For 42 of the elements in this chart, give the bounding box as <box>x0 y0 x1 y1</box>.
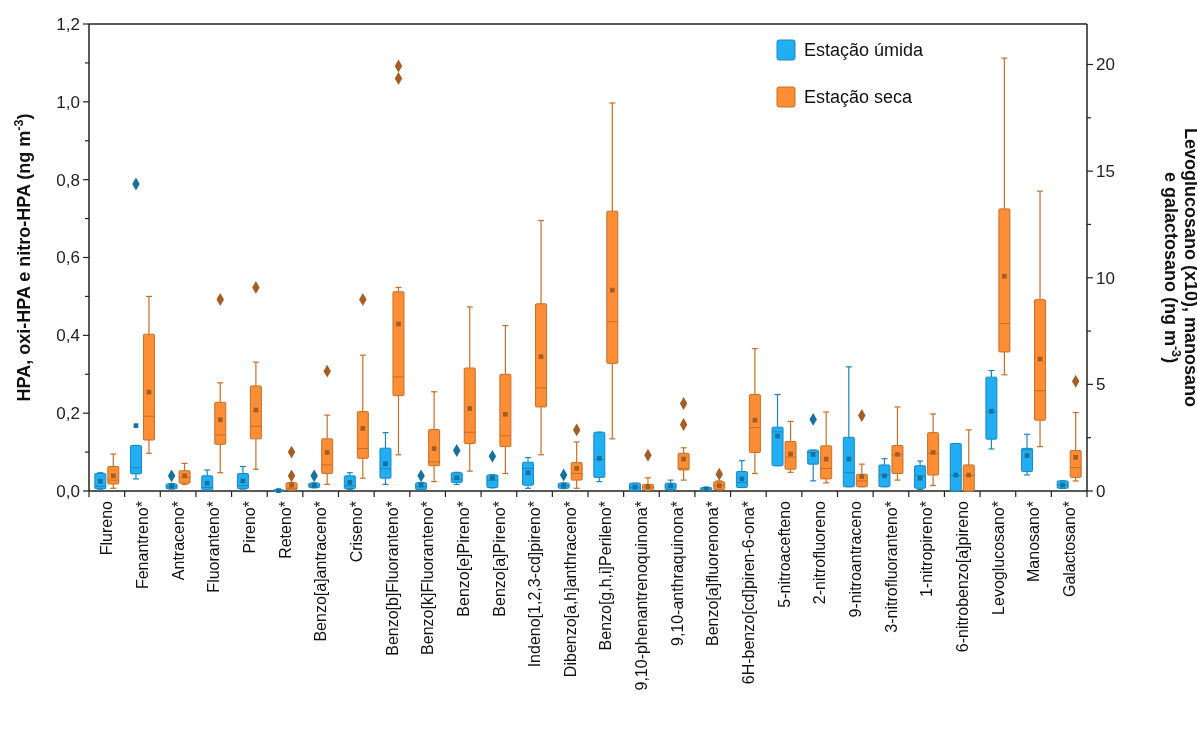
y2-tick-label: 20 <box>1096 55 1115 75</box>
y2-tick-label: 5 <box>1096 375 1106 395</box>
y-tick-label: 1,0 <box>56 92 80 112</box>
x-tick-label: Reteno* <box>276 501 294 559</box>
y-tick-label: 0,0 <box>56 481 80 501</box>
x-tick-label: Fluoranteno* <box>205 501 223 593</box>
x-tick-label: Benzo[a]antraceno* <box>312 501 330 642</box>
x-tick-label: Levoglucosano* <box>989 501 1007 615</box>
x-tick-label: Benzo[a]Pireno* <box>490 501 508 617</box>
x-tick-label: 3-nitrofluoranteno* <box>882 501 900 633</box>
x-tick-label: Flureno <box>98 500 116 556</box>
x-tick-label: Indeno[1,2,3-cd]pireno* <box>526 501 544 668</box>
x-tick-label: Fenantreno* <box>134 501 152 590</box>
legend-label: Estação seca <box>804 87 914 108</box>
x-tick-label: 2-nitrofluoreno <box>811 500 829 605</box>
x-tick-label: 6-nitrobenzo[a]pireno <box>953 500 971 653</box>
x-tick-label: 9,10-phenantrenoquinona* <box>633 501 651 691</box>
x-tick-label: Benzo[g,h,i]Perileno* <box>597 501 615 651</box>
x-tick-label: 5-nitroacefteno <box>775 500 793 608</box>
y-tick-label: 0,4 <box>56 326 80 346</box>
x-tick-label: Benzo[b]Fluoranteno* <box>383 501 401 656</box>
y-tick-label: 1,2 <box>56 14 80 34</box>
y-tick-label: 0,8 <box>56 170 80 190</box>
y-tick-label: 0,6 <box>56 248 80 268</box>
x-tick-label: Criseno* <box>347 501 365 563</box>
x-tick-label: 6H-benzo[cd]piren-6-ona* <box>739 501 757 685</box>
x-tick-label: Galactosano* <box>1060 501 1078 598</box>
x-tick-label: Pireno* <box>240 501 258 554</box>
x-tick-label: Benzo[a]fluorenona* <box>704 501 722 646</box>
x-tick-label: Benzo[e]Pireno* <box>454 501 472 617</box>
legend-label: Estação úmida <box>804 40 925 61</box>
x-tick-label: Dibenzo[a,h]anthraceno* <box>561 501 579 678</box>
x-tick-label: Benzo[k]Fluoranteno* <box>419 501 437 655</box>
x-tick-label: 1-nitropireno* <box>918 501 936 598</box>
y2-tick-label: 0 <box>1096 481 1106 501</box>
x-tick-label: Antraceno* <box>169 501 187 581</box>
y2-tick-label: 10 <box>1096 268 1115 288</box>
y2-tick-label: 15 <box>1096 162 1115 182</box>
x-tick-label: 9,10-anthraquinona* <box>668 501 686 647</box>
x-tick-label: 9-nitroantraceno <box>846 500 864 618</box>
y-tick-label: 0,2 <box>56 404 80 424</box>
x-tick-label: Manosano* <box>1025 501 1043 582</box>
